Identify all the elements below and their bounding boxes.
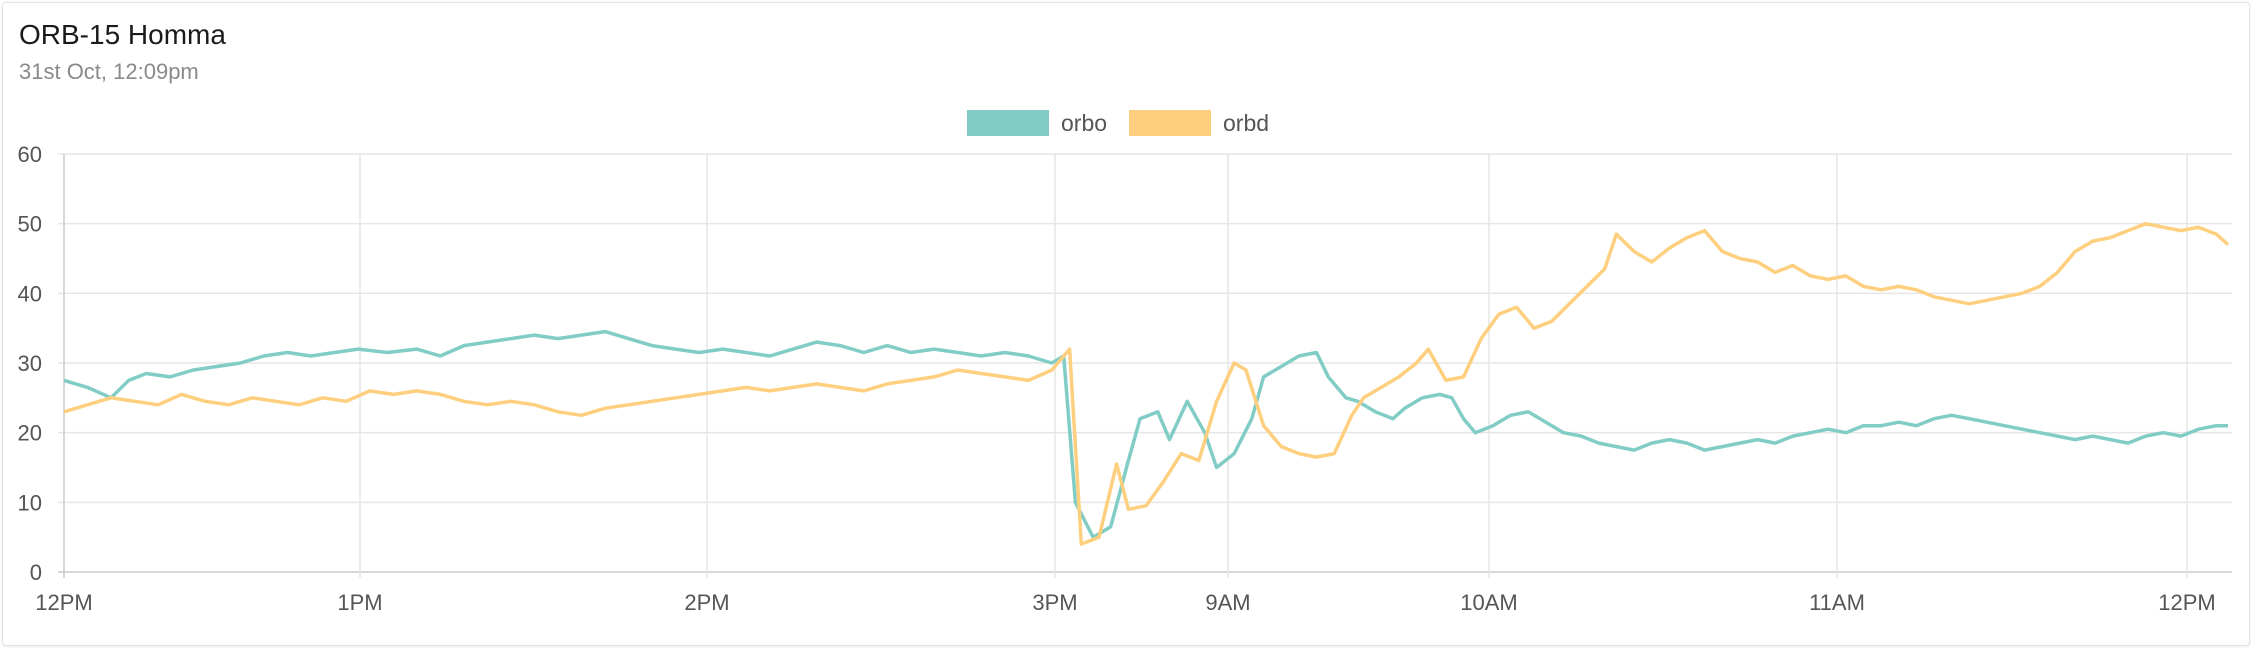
x-tick-label: 3PM [1032,590,1077,615]
y-tick-label: 10 [18,490,42,515]
x-tick-label: 11AM [1809,590,1865,615]
y-tick-label: 60 [18,142,42,167]
legend-swatch-orbo[interactable] [967,110,1049,136]
legend-label-orbd[interactable]: orbd [1223,110,1269,136]
legend-swatch-orbd[interactable] [1129,110,1211,136]
x-tick-label: 12PM [2158,590,2215,615]
chart-timestamp: 31st Oct, 12:09pm [19,59,199,84]
x-tick-label: 2PM [684,590,729,615]
y-tick-label: 40 [18,281,42,306]
y-tick-label: 30 [18,351,42,376]
chart-title: ORB-15 Homma [19,19,226,50]
x-tick-label: 10AM [1460,590,1517,615]
y-tick-label: 0 [30,560,42,585]
legend-label-orbo[interactable]: orbo [1061,110,1107,136]
x-tick-label: 12PM [35,590,92,615]
series-line-orbd [63,221,2230,546]
y-tick-label: 20 [18,421,42,446]
y-tick-label: 50 [18,212,42,237]
x-tick-label: 9AM [1205,590,1250,615]
series-line-orbo [63,329,2228,539]
x-tick-label: 1PM [337,590,382,615]
